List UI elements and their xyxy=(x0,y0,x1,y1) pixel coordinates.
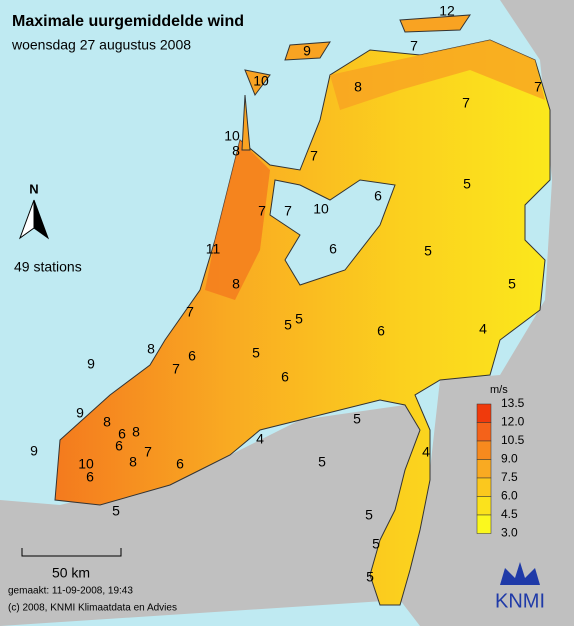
legend-label: 13.5 xyxy=(501,396,525,410)
station-value: 8 xyxy=(232,276,240,292)
station-value: 7 xyxy=(310,148,318,164)
north-arrow-right xyxy=(33,199,50,240)
legend-label: 7.5 xyxy=(501,470,518,484)
station-value: 7 xyxy=(172,361,180,377)
station-value: 12 xyxy=(439,3,455,19)
station-value: 7 xyxy=(186,304,194,320)
station-value: 11 xyxy=(206,241,221,257)
station-value: 9 xyxy=(87,356,95,372)
station-value: 5 xyxy=(353,411,361,427)
station-value: 4 xyxy=(479,321,487,337)
station-value: 5 xyxy=(372,536,380,552)
legend-label: 3.0 xyxy=(501,526,518,540)
station-value: 8 xyxy=(132,424,140,440)
station-value: 7 xyxy=(462,95,470,111)
logo-crown xyxy=(500,562,540,585)
legend-label: 12.0 xyxy=(501,415,525,429)
islands xyxy=(241,14,471,151)
station-value: 5 xyxy=(252,345,260,361)
ijsselmeer xyxy=(269,179,396,286)
station-value: 8 xyxy=(354,79,362,95)
legend-label: 9.0 xyxy=(501,452,518,466)
station-value: 6 xyxy=(281,369,289,385)
station-value: 9 xyxy=(30,443,38,459)
station-value: 6 xyxy=(118,426,126,442)
station-value: 7 xyxy=(258,203,266,219)
station-value: 5 xyxy=(365,507,373,523)
station-value: 7 xyxy=(284,203,292,219)
legend-label: 6.0 xyxy=(501,489,518,503)
station-value: 5 xyxy=(424,243,432,259)
north-label: N xyxy=(29,181,38,196)
station-value: 6 xyxy=(86,469,94,485)
north-zone xyxy=(330,40,545,110)
station-value: 6 xyxy=(329,241,337,257)
station-value: 5 xyxy=(366,569,374,585)
station-value: 4 xyxy=(256,431,264,447)
station-value: 5 xyxy=(284,317,292,333)
netherlands xyxy=(54,39,551,606)
legend-swatch xyxy=(476,477,492,497)
station-value: 9 xyxy=(76,405,84,421)
station-value: 6 xyxy=(115,438,123,454)
legend-label: 10.5 xyxy=(501,433,525,447)
logo: KNMI xyxy=(495,590,545,612)
subtitle: woensdag 27 augustus 2008 xyxy=(11,37,191,53)
title: Maximale uurgemiddelde wind xyxy=(12,13,244,30)
station-value: 7 xyxy=(534,79,542,95)
legend-swatch xyxy=(476,403,492,423)
legend-label: 4.5 xyxy=(501,507,518,521)
station-count: 49 stations xyxy=(14,259,82,275)
station-value: 7 xyxy=(144,444,152,460)
station-value: 5 xyxy=(318,454,326,470)
station-value: 5 xyxy=(508,276,516,292)
legend-swatch xyxy=(476,459,492,479)
station-value: 8 xyxy=(147,341,155,357)
station-value: 8 xyxy=(129,454,137,470)
copyright: (c) 2008, KNMI Klimaatdata en Advies xyxy=(8,603,177,614)
station-value: 10 xyxy=(78,456,94,472)
station-value: 5 xyxy=(463,176,471,192)
legend-swatch xyxy=(476,422,492,442)
legend-unit: m/s xyxy=(490,384,508,396)
station-value: 6 xyxy=(377,323,385,339)
station-value: 7 xyxy=(410,38,418,54)
station-value: 8 xyxy=(103,414,111,430)
made-date: gemaakt: 11-09-2008, 19:43 xyxy=(8,586,133,597)
legend-swatch xyxy=(476,440,492,460)
station-value: 4 xyxy=(422,444,430,460)
coast-zone xyxy=(205,140,270,300)
station-value: 6 xyxy=(176,456,184,472)
legend-swatch xyxy=(476,496,492,516)
station-value: 10 xyxy=(224,128,240,144)
station-value: 10 xyxy=(253,73,269,89)
station-value: 8 xyxy=(232,143,240,159)
station-value: 6 xyxy=(188,348,196,364)
station-value: 5 xyxy=(112,503,120,519)
station-value: 5 xyxy=(295,311,303,327)
legend: 13.5 12.0 10.5 9.0 7.5 6.0 4.5 3.0 xyxy=(476,396,525,540)
station-value: 6 xyxy=(374,188,382,204)
scale-label: 50 km xyxy=(52,565,90,581)
station-value: 9 xyxy=(303,43,311,59)
station-value: 10 xyxy=(313,201,329,217)
scale-bar xyxy=(21,548,122,557)
legend-swatch xyxy=(476,514,492,534)
